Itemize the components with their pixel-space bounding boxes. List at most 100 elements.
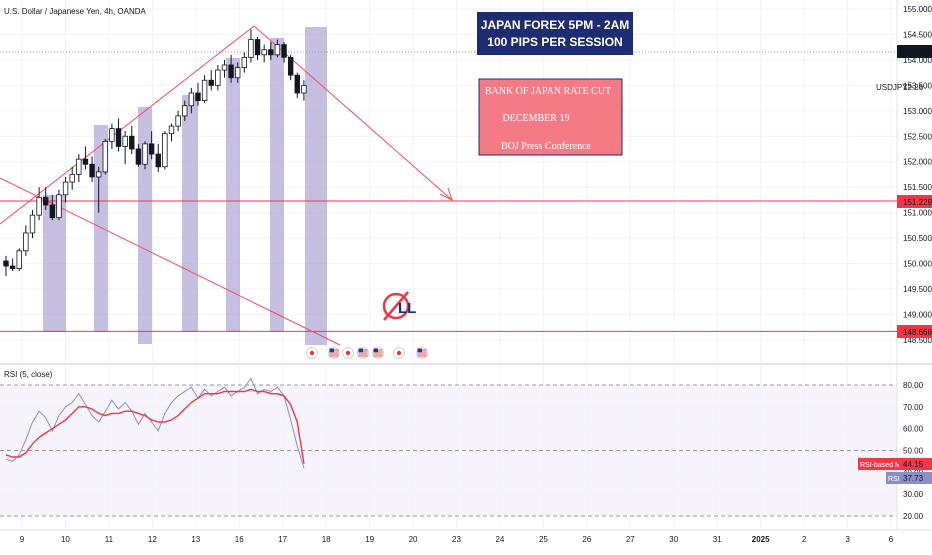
candlestick-series xyxy=(3,29,307,277)
candle xyxy=(129,126,135,155)
candle xyxy=(29,210,36,239)
price-tick-label: 152.000 xyxy=(903,158,932,167)
level-badge-upper: 151.229 xyxy=(897,195,932,208)
price-tick-label: 154.500 xyxy=(903,30,932,39)
time-tick-label: 30 xyxy=(669,535,678,544)
price-tick-label: 150.000 xyxy=(903,260,932,269)
session-box-line2: 100 PIPS PER SESSION xyxy=(487,35,622,49)
candle xyxy=(281,42,287,63)
candle xyxy=(294,72,300,99)
price-tick-label: 151.500 xyxy=(903,183,932,192)
candle xyxy=(215,64,221,91)
candle xyxy=(301,80,307,101)
rsi-ma-line xyxy=(5,388,305,464)
time-tick-label: 20 xyxy=(409,535,418,544)
candle xyxy=(135,143,142,167)
price-tick-label: 149.500 xyxy=(903,285,932,294)
boj-event-box[interactable]: BANK OF JAPAN RATE CUT DECEMBER 19 BOJ P… xyxy=(478,78,623,156)
us-flag-icon[interactable] xyxy=(328,347,340,359)
candle xyxy=(188,87,195,114)
candle xyxy=(23,225,29,256)
us-flag-icon[interactable] xyxy=(357,347,369,359)
trendline-rising[interactable] xyxy=(0,25,255,225)
svg-text:RSI: RSI xyxy=(888,476,900,483)
time-tick-label: 13 xyxy=(191,535,200,544)
economic-calendar-events[interactable] xyxy=(306,347,428,359)
svg-text:154.156: 154.156 xyxy=(903,48,932,57)
candle xyxy=(36,187,42,221)
time-tick-label: 10 xyxy=(61,535,70,544)
session-bar xyxy=(270,38,284,332)
session-bar xyxy=(43,195,66,332)
us-flag-icon[interactable] xyxy=(372,347,384,359)
candle xyxy=(69,166,75,190)
price-pane-background[interactable] xyxy=(0,0,897,362)
jp-flag-icon[interactable] xyxy=(306,347,318,359)
time-tick-label: 12 xyxy=(148,535,157,544)
price-tick-label: 151.000 xyxy=(903,209,932,218)
candle xyxy=(195,82,201,106)
candle xyxy=(3,255,9,277)
candle xyxy=(221,59,228,78)
rsi-tick-label: 60.00 xyxy=(903,425,924,434)
session-bar xyxy=(138,107,152,344)
rsi-tick-label: 70.00 xyxy=(903,403,924,412)
time-tick-label: 26 xyxy=(582,535,591,544)
time-axis[interactable]: 9 10 11 12 13 16 17 18 19 20 23 24 25 26 27 30 31 2025 2 3 6 xyxy=(20,535,894,544)
candle xyxy=(89,156,95,183)
price-tick-label: 153.500 xyxy=(903,81,932,90)
session-info-box[interactable]: JAPAN FOREX 5PM - 2AM 100 PIPS PER SESSI… xyxy=(477,12,633,55)
session-bar xyxy=(305,27,327,345)
price-tick-label: 148.500 xyxy=(903,336,932,345)
price-tick-label: 152.500 xyxy=(903,132,932,141)
candle xyxy=(268,42,274,60)
candle xyxy=(62,176,69,203)
price-tick-label: 150.500 xyxy=(903,234,932,243)
price-levels xyxy=(0,51,897,332)
level-badge-lower: 148.666 xyxy=(897,325,932,338)
candle xyxy=(142,141,148,170)
candle xyxy=(9,258,16,272)
time-tick-label: 24 xyxy=(495,535,504,544)
candle xyxy=(76,154,82,183)
rsi-title[interactable]: RSI (5, close) xyxy=(4,370,53,379)
svg-text:44.15: 44.15 xyxy=(903,460,924,469)
rsi-pane-background[interactable] xyxy=(0,366,897,528)
rsi-tick-label: 30.00 xyxy=(903,490,924,499)
svg-text:LL: LL xyxy=(398,300,416,317)
ticker-label: USDJPY xyxy=(876,83,908,92)
price-tick-label: 153.000 xyxy=(903,107,932,116)
candle xyxy=(148,131,155,160)
candle xyxy=(228,54,234,83)
candle xyxy=(43,187,49,211)
price-axis[interactable]: 148.500 149.000 149.500 150.000 150.500 151.0… xyxy=(903,5,932,345)
time-tick-label: 25 xyxy=(539,535,548,544)
jp-flag-icon[interactable] xyxy=(393,347,405,359)
current-price-badge: 154.156 xyxy=(897,45,932,58)
candle xyxy=(82,146,89,170)
candle xyxy=(201,75,208,104)
rsi-series xyxy=(5,377,305,469)
jp-flag-icon[interactable] xyxy=(342,347,354,359)
time-tick-label: 2 xyxy=(802,535,807,544)
boj-box-line3: BOJ Press Conference xyxy=(501,141,592,152)
candle xyxy=(234,62,241,83)
time-tick-label: 3 xyxy=(845,535,850,544)
svg-text:37.73: 37.73 xyxy=(903,474,924,483)
candle xyxy=(274,39,281,58)
candle xyxy=(102,138,108,175)
symbol-title[interactable]: U.S. Dollar / Japanese Yen, 4h, OANDA xyxy=(4,7,147,16)
rsi-tick-label: 80.00 xyxy=(903,381,924,390)
us-flag-icon[interactable] xyxy=(416,347,428,359)
candle xyxy=(168,123,175,142)
session-box-line1: JAPAN FOREX 5PM - 2AM xyxy=(481,18,629,32)
session-bar xyxy=(182,95,198,332)
price-tick-label: 154.000 xyxy=(903,56,932,65)
candle xyxy=(49,194,56,221)
candle xyxy=(261,44,267,63)
trendline-falling[interactable] xyxy=(253,25,453,201)
time-tick-label: 31 xyxy=(713,535,722,544)
svg-text:151.229: 151.229 xyxy=(903,198,932,207)
